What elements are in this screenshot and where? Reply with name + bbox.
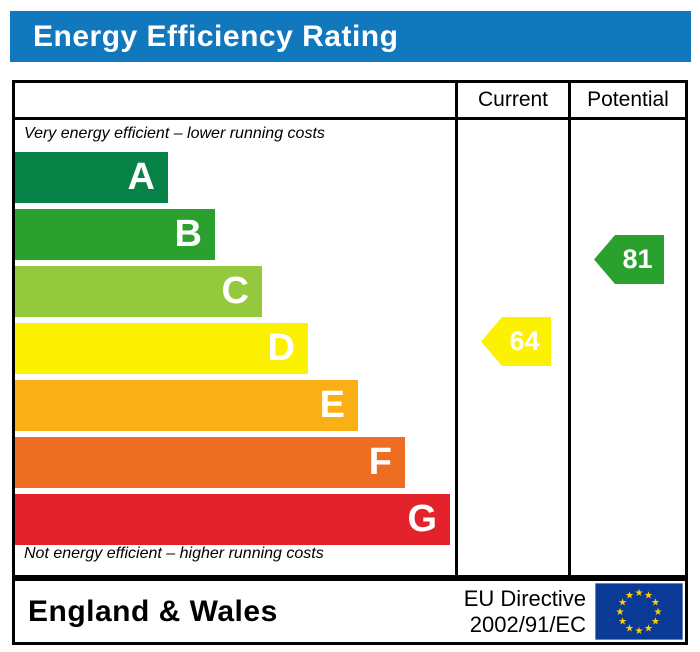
region-label: England & Wales bbox=[28, 594, 278, 628]
footer-bar: England & Wales EU Directive 2002/91/EC … bbox=[12, 578, 688, 645]
band-b-letter: B bbox=[174, 213, 202, 255]
band-e-letter: E bbox=[319, 384, 345, 426]
svg-text:★: ★ bbox=[618, 617, 627, 628]
potential-column-header: Potential bbox=[587, 88, 669, 111]
rating-table: Current Potential Very energy efficient … bbox=[12, 80, 688, 578]
svg-text:★: ★ bbox=[644, 591, 653, 602]
eu-directive-label: EU Directive 2002/91/EC bbox=[464, 586, 586, 638]
band-c-letter: C bbox=[221, 270, 249, 312]
top-note: Very energy efficient – lower running co… bbox=[24, 125, 325, 142]
eu-flag-icon: ★ ★ ★ ★ ★ ★ ★ ★ ★ ★ ★ ★ bbox=[595, 583, 683, 640]
band-e: E bbox=[15, 380, 358, 431]
band-g: G bbox=[15, 494, 450, 545]
svg-text:★: ★ bbox=[625, 623, 634, 634]
page-title: Energy Efficiency Rating bbox=[10, 11, 691, 62]
header-separator bbox=[15, 117, 685, 120]
current-rating-arrow: 64 bbox=[481, 317, 551, 366]
svg-text:★: ★ bbox=[644, 623, 653, 634]
potential-rating-value: 81 bbox=[622, 244, 653, 274]
band-f-letter: F bbox=[368, 441, 392, 483]
band-d: D bbox=[15, 323, 308, 374]
eu-directive-line2: 2002/91/EC bbox=[469, 611, 586, 637]
band-g-letter: G bbox=[407, 498, 437, 540]
band-a-letter: A bbox=[127, 156, 155, 198]
eu-directive-line1: EU Directive bbox=[463, 585, 586, 611]
svg-text:★: ★ bbox=[654, 607, 663, 618]
band-f: F bbox=[15, 437, 405, 488]
band-d-letter: D bbox=[267, 327, 295, 369]
potential-column-divider bbox=[568, 83, 571, 575]
band-a: A bbox=[15, 152, 168, 203]
svg-text:★: ★ bbox=[616, 607, 625, 618]
svg-text:★: ★ bbox=[635, 626, 644, 637]
current-rating-value: 64 bbox=[509, 326, 540, 356]
svg-text:★: ★ bbox=[651, 617, 660, 628]
svg-text:★: ★ bbox=[625, 591, 634, 602]
current-column-header: Current bbox=[477, 88, 549, 111]
bottom-note: Not energy efficient – higher running co… bbox=[24, 545, 324, 562]
svg-text:★: ★ bbox=[651, 598, 660, 609]
svg-text:★: ★ bbox=[635, 588, 644, 599]
potential-rating-arrow: 81 bbox=[594, 235, 664, 284]
band-b: B bbox=[15, 209, 215, 260]
current-column-divider bbox=[455, 83, 458, 575]
svg-text:★: ★ bbox=[618, 598, 627, 609]
band-c: C bbox=[15, 266, 262, 317]
